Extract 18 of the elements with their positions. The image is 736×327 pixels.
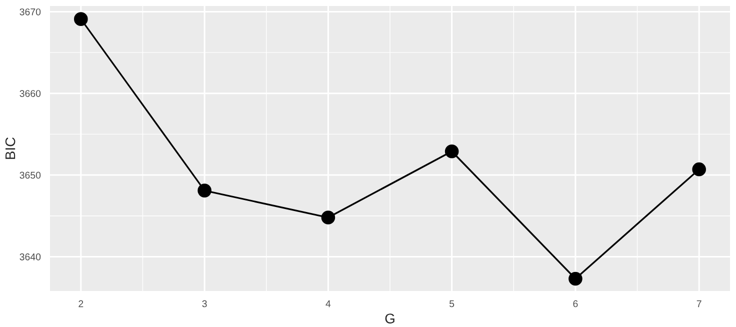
x-tick-label: 6 [573,300,578,308]
y-axis-title: BIC [5,137,16,159]
y-tick-label: 3650 [20,172,41,179]
point [198,184,212,198]
x-tick-label: 5 [450,300,454,308]
x-tick-label: 2 [78,300,84,308]
x-tick-label: 4 [326,300,331,308]
y-tick-label: 3670 [20,8,41,16]
point [74,12,88,26]
x-axis-title: G [385,314,394,324]
y-tick-label: 3640 [20,253,41,260]
y-tick-label: 3660 [20,90,41,97]
x-tick-label: 3 [202,300,207,308]
point [444,144,459,158]
x-tick-label: 7 [696,300,702,308]
point [692,162,706,176]
point [568,272,582,286]
point [321,210,336,224]
